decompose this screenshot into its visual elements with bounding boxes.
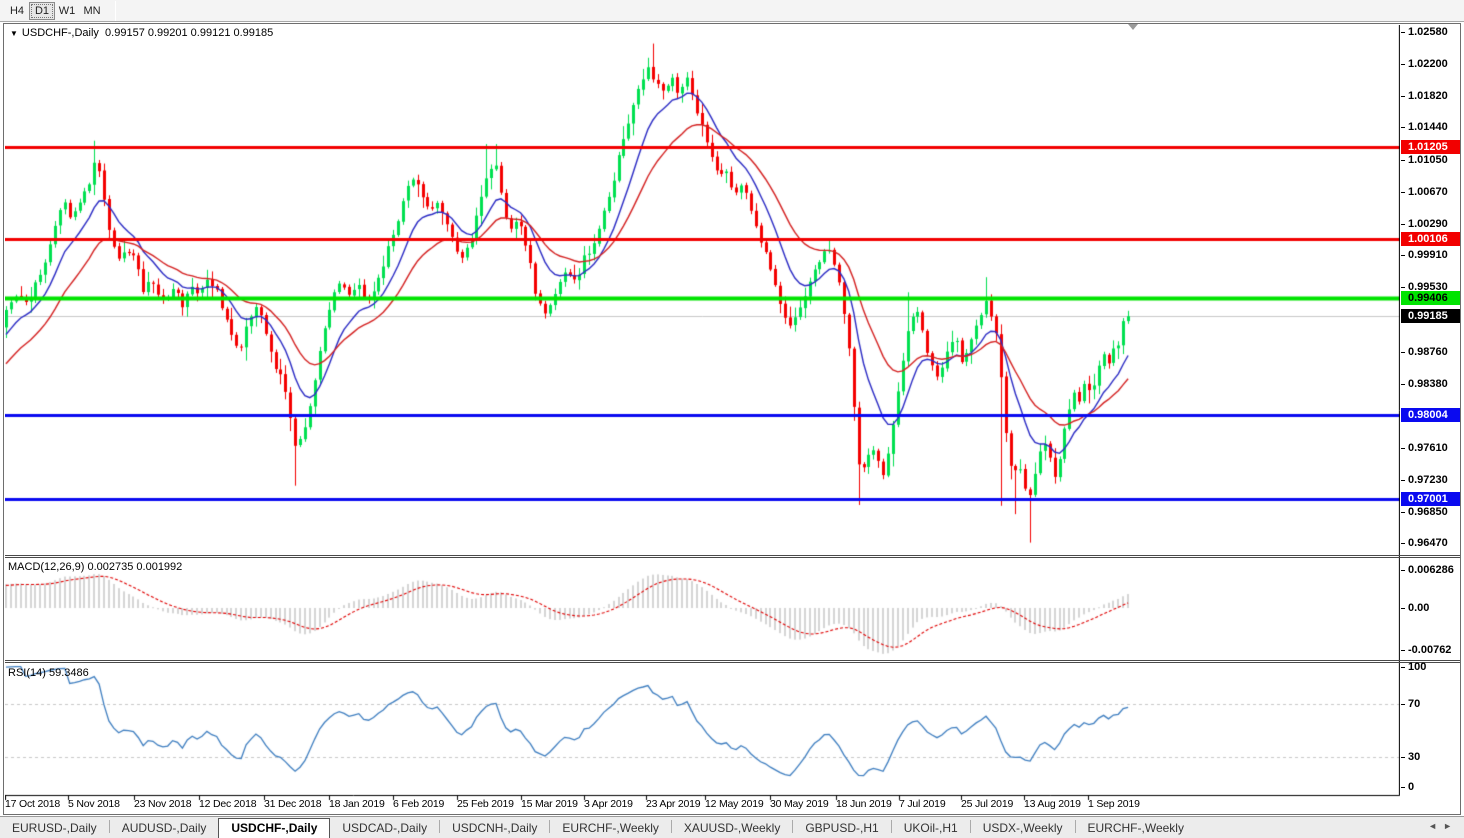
rsi-axis-label: 30 [1401, 750, 1420, 764]
chart-shift-marker-icon [1128, 24, 1138, 30]
macd-indicator-label: MACD(12,26,9) 0.002735 0.001992 [8, 561, 183, 573]
chart-title: ▼ USDCHF-,Daily 0.99157 0.99201 0.99121 0… [10, 27, 273, 39]
date-axis-label: 13 Aug 2019 [1024, 798, 1081, 810]
price-axis-label: 0.97230 [1401, 473, 1448, 487]
price-axis-label: 0.97610 [1401, 441, 1448, 455]
tab-divider [549, 820, 551, 834]
tab-scroll-left-icon[interactable]: ◄ [1428, 821, 1444, 831]
level-price-badge: 1.00106 [1401, 232, 1460, 246]
chart-tab-usdchf-daily[interactable]: USDCHF-,Daily [218, 818, 331, 838]
tab-divider [439, 820, 441, 834]
chart-tab-gbpusd-h1[interactable]: GBPUSD-,H1 [805, 821, 879, 835]
price-chart-canvas[interactable] [5, 25, 1400, 805]
level-price-badge: 0.98004 [1401, 408, 1460, 422]
tab-scroll-right-icon[interactable]: ► [1443, 821, 1458, 831]
date-axis-label: 12 Dec 2018 [199, 798, 257, 810]
panel-separator [5, 557, 1460, 558]
date-axis-label: 25 Jul 2019 [961, 798, 1014, 810]
tab-divider [890, 820, 892, 834]
chart-symbol-label: USDCHF-,Daily [21, 27, 99, 39]
rsi-indicator-label: RSI(14) 59.3486 [8, 667, 89, 679]
date-axis-label: 7 Jul 2019 [899, 798, 946, 810]
timeframe-button-mn[interactable]: MN [83, 5, 101, 17]
price-axis-label: 1.00670 [1401, 185, 1448, 199]
price-axis-label: 1.00290 [1401, 217, 1448, 231]
price-axis-label: 1.01050 [1401, 153, 1448, 167]
panel-separator [5, 662, 1460, 663]
price-axis-label: 0.99910 [1401, 248, 1448, 262]
tab-scroll-arrows[interactable]: ◄► [1428, 821, 1458, 831]
date-axis-label: 3 Apr 2019 [584, 798, 633, 810]
chart-tab-usdx-weekly[interactable]: USDX-,Weekly [982, 821, 1063, 835]
price-axis-label: 0.98380 [1401, 377, 1448, 391]
date-axis-label: 31 Dec 2018 [264, 798, 322, 810]
date-axis-label: 5 Nov 2018 [68, 798, 120, 810]
price-axis-label: 0.99530 [1401, 280, 1448, 294]
toolbar-separator [115, 1, 116, 21]
chart-window: ▼ USDCHF-,Daily 0.99157 0.99201 0.99121 0… [3, 23, 1461, 815]
date-axis-label: 25 Feb 2019 [457, 798, 514, 810]
tab-divider [108, 820, 110, 834]
chart-tab-bar: EURUSD-,Daily AUDUSD-,Daily USDCHF-,Daily U… [0, 816, 1464, 838]
price-axis-label: 0.98760 [1401, 345, 1448, 359]
chart-tab-usdcad-daily[interactable]: USDCAD-,Daily [342, 821, 428, 835]
price-axis-label: 1.02200 [1401, 57, 1448, 71]
date-axis-label: 17 Oct 2018 [5, 798, 61, 810]
level-price-badge: 0.99406 [1401, 291, 1460, 305]
date-axis-label: 12 May 2019 [705, 798, 764, 810]
date-axis-label: 18 Jan 2019 [329, 798, 385, 810]
date-axis-label: 15 Mar 2019 [521, 798, 578, 810]
price-axis-label: 1.02580 [1401, 25, 1448, 39]
rsi-axis-label: 100 [1401, 660, 1426, 674]
tab-divider [670, 820, 672, 834]
current-price-badge: 0.99185 [1401, 309, 1460, 323]
chart-title-caret-icon: ▼ [10, 29, 18, 38]
level-price-badge: 1.01205 [1401, 140, 1460, 154]
timeframe-button-h4[interactable]: H4 [9, 5, 25, 17]
macd-axis-label: -0.00762 [1401, 643, 1451, 657]
chart-ohlc-readout: 0.99157 0.99201 0.99121 0.99185 [105, 27, 274, 39]
level-price-badge: 0.97001 [1401, 492, 1460, 506]
chart-tab-eurchf-weekly[interactable]: EURCHF-,Weekly [562, 821, 659, 835]
chart-tab-ukoil-h1[interactable]: UKOil-,H1 [903, 821, 958, 835]
rsi-axis-label: 0 [1401, 780, 1414, 794]
price-axis-label: 1.01820 [1401, 89, 1448, 103]
timeframe-button-d1[interactable]: D1 [29, 2, 55, 20]
macd-axis-label: 0.006286 [1401, 563, 1454, 577]
tab-divider [792, 820, 794, 834]
price-axis-label: 1.01440 [1401, 120, 1448, 134]
macd-axis-label: 0.00 [1401, 601, 1429, 615]
chart-tab-xauusd-weekly[interactable]: XAUUSD-,Weekly [683, 821, 781, 835]
tab-divider [1074, 820, 1076, 834]
chart-tab-audusd-daily[interactable]: AUDUSD-,Daily [121, 821, 207, 835]
date-axis-label: 23 Apr 2019 [646, 798, 701, 810]
chart-tab-usdcnh-daily[interactable]: USDCNH-,Daily [452, 821, 538, 835]
price-axis-label: 0.96850 [1401, 505, 1448, 519]
date-axis-label: 18 Jun 2019 [836, 798, 892, 810]
date-axis-label: 30 May 2019 [770, 798, 829, 810]
date-axis-label: 23 Nov 2018 [134, 798, 192, 810]
panel-separator [5, 660, 1460, 661]
timeframe-button-w1[interactable]: W1 [58, 5, 76, 17]
date-axis-label: 6 Feb 2019 [393, 798, 445, 810]
panel-separator [5, 555, 1460, 556]
chart-tab-eurusd-daily[interactable]: EURUSD-,Daily [12, 821, 97, 835]
date-axis-label: 1 Sep 2019 [1088, 798, 1140, 810]
chart-tab-eurchf-weekly[interactable]: EURCHF-,Weekly [1087, 821, 1184, 835]
rsi-axis-label: 70 [1401, 697, 1420, 711]
price-axis-label: 0.96470 [1401, 536, 1448, 550]
tab-divider [969, 820, 971, 834]
timeframe-toolbar: H4 D1 W1 MN [0, 0, 1464, 22]
